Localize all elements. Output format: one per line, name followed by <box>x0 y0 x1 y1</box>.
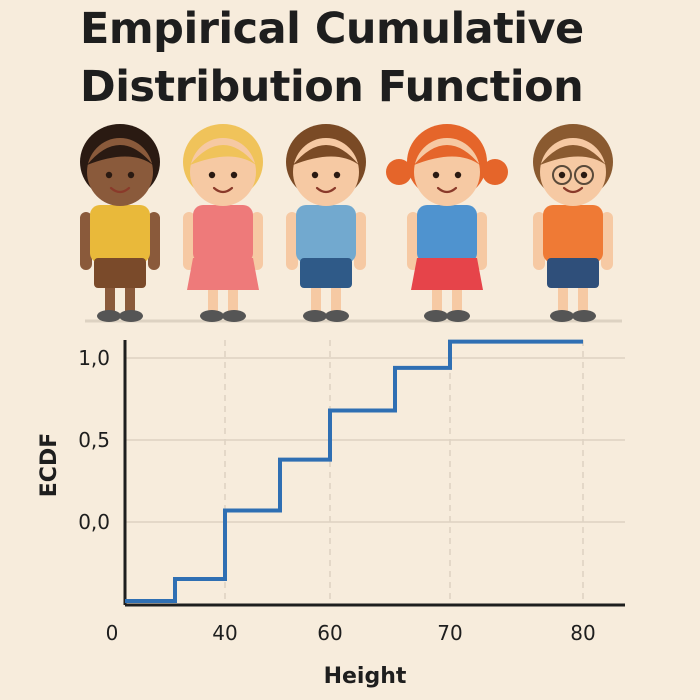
y-axis-label: ECDF <box>37 433 62 497</box>
kid-boy-curly-hair <box>80 124 160 322</box>
eye <box>127 171 135 179</box>
eye <box>558 171 566 179</box>
shoe <box>325 310 349 322</box>
eye <box>580 171 588 179</box>
leg <box>208 285 218 313</box>
x-axis-label: Height <box>324 664 407 689</box>
x-tick-label: 70 <box>437 621 462 645</box>
shoe <box>424 310 448 322</box>
eye <box>208 171 216 179</box>
chart-title: Empirical Cumulative Distribution Functi… <box>80 0 680 116</box>
shoe <box>97 310 121 322</box>
shoe <box>550 310 574 322</box>
shorts <box>300 258 352 288</box>
eye <box>230 171 238 179</box>
arm <box>475 212 487 270</box>
arm <box>183 212 195 270</box>
shorts <box>547 258 599 288</box>
fringe <box>293 145 359 165</box>
skirt <box>187 258 259 290</box>
leg <box>105 285 115 313</box>
shorts <box>94 258 146 288</box>
arm <box>601 212 613 270</box>
kid-boy-glasses <box>533 124 613 322</box>
smile <box>109 186 131 194</box>
fringe <box>190 145 256 165</box>
axes <box>123 340 625 607</box>
eye <box>432 171 440 179</box>
smile <box>212 186 234 194</box>
arm <box>286 212 298 270</box>
ticks: 0,0 0,5 1,0 0 40 60 70 80 <box>78 346 596 645</box>
shirt <box>90 205 150 263</box>
kid-boy-blue-shirt <box>286 124 366 322</box>
ecdf-step-line <box>125 339 583 603</box>
arm <box>148 212 160 270</box>
arm <box>533 212 545 270</box>
leg <box>578 285 588 313</box>
smile <box>315 186 337 194</box>
eye <box>454 171 462 179</box>
y-tick-label: 0,5 <box>78 428 110 452</box>
title-line-1: Empirical Cumulative <box>80 4 584 54</box>
eye <box>333 171 341 179</box>
shoe <box>119 310 143 322</box>
shirt <box>193 205 253 263</box>
arm <box>407 212 419 270</box>
shirt <box>296 205 356 263</box>
shoe <box>303 310 327 322</box>
x-tick-label: 40 <box>212 621 237 645</box>
arm <box>354 212 366 270</box>
pigtail <box>482 159 508 185</box>
series <box>125 339 583 603</box>
fringe <box>87 145 153 165</box>
shoe <box>446 310 470 322</box>
skirt <box>411 258 483 290</box>
fringe <box>540 145 606 165</box>
x-tick-label: 60 <box>317 621 342 645</box>
shirt <box>417 205 477 263</box>
leg <box>558 285 568 313</box>
leg <box>125 285 135 313</box>
arm <box>251 212 263 270</box>
leg <box>311 285 321 313</box>
eye <box>105 171 113 179</box>
shoe <box>200 310 224 322</box>
kids-group <box>80 124 613 322</box>
y-tick-label: 1,0 <box>78 346 110 370</box>
shoe <box>572 310 596 322</box>
arm <box>80 212 92 270</box>
eye <box>311 171 319 179</box>
glasses-lens <box>574 165 594 185</box>
leg <box>228 285 238 313</box>
x-tick-label: 0 <box>106 621 119 645</box>
pigtail <box>386 159 412 185</box>
title-line-2: Distribution Function <box>80 62 584 112</box>
leg <box>452 285 462 313</box>
fringe <box>414 145 480 165</box>
leg <box>432 285 442 313</box>
glasses-lens <box>552 165 572 185</box>
kid-girl-blonde-dress <box>183 124 263 322</box>
x-tick-label: 80 <box>570 621 595 645</box>
grid <box>125 340 625 605</box>
leg <box>331 285 341 313</box>
shirt <box>543 205 603 263</box>
y-tick-label: 0,0 <box>78 510 110 534</box>
smile <box>436 186 458 194</box>
smile <box>562 186 584 194</box>
kids-illustration <box>80 124 622 323</box>
shoe <box>222 310 246 322</box>
kid-girl-red-pigtails <box>386 124 508 322</box>
